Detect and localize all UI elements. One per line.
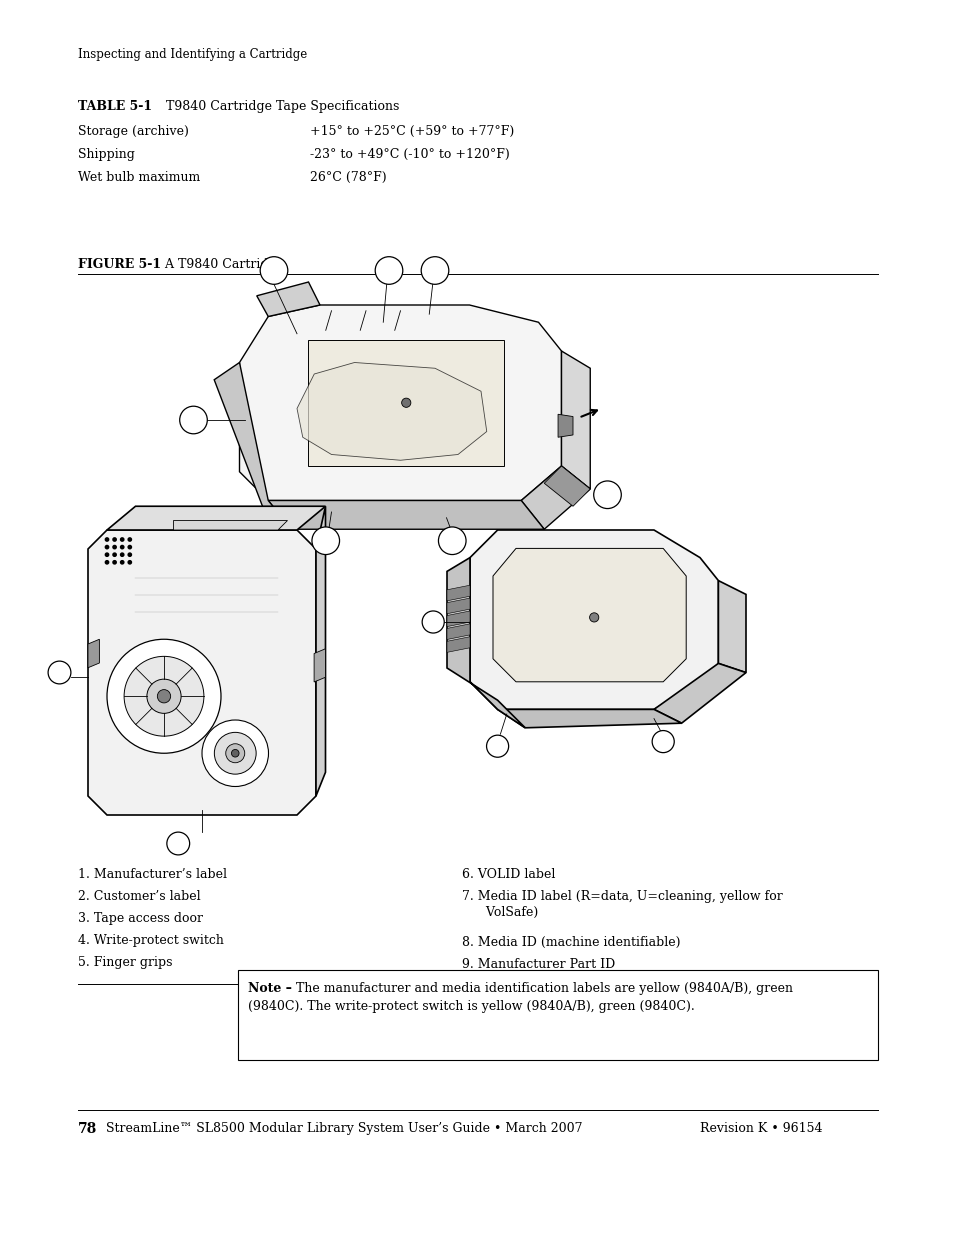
Text: A T9840 Cartridge: A T9840 Cartridge [152, 258, 284, 270]
Text: 8. Media ID (machine identifiable): 8. Media ID (machine identifiable) [461, 936, 679, 948]
Polygon shape [256, 282, 319, 316]
Circle shape [128, 552, 132, 557]
Text: +15° to +25°C (+59° to +77°F): +15° to +25°C (+59° to +77°F) [310, 125, 514, 138]
Circle shape [312, 527, 339, 555]
Polygon shape [268, 500, 543, 530]
Polygon shape [173, 520, 287, 530]
Polygon shape [214, 363, 291, 530]
Circle shape [120, 545, 125, 550]
Polygon shape [447, 624, 470, 640]
Polygon shape [88, 640, 99, 668]
Text: 4. Write-protect switch: 4. Write-protect switch [78, 934, 224, 947]
Text: -23° to +49°C (-10° to +120°F): -23° to +49°C (-10° to +120°F) [310, 148, 509, 161]
Text: The manufacturer and media identification labels are yellow (9840A/B), green: The manufacturer and media identificatio… [292, 982, 792, 995]
Circle shape [112, 545, 117, 550]
Circle shape [105, 552, 110, 557]
Circle shape [112, 559, 117, 564]
Text: 78: 78 [78, 1123, 97, 1136]
Polygon shape [107, 506, 325, 530]
Circle shape [120, 537, 125, 542]
Circle shape [147, 679, 181, 714]
Text: Revision K • 96154: Revision K • 96154 [700, 1123, 821, 1135]
Polygon shape [470, 530, 718, 709]
Circle shape [421, 257, 448, 284]
Polygon shape [447, 598, 470, 614]
Circle shape [124, 656, 204, 736]
Circle shape [589, 613, 598, 622]
Circle shape [486, 735, 508, 757]
Circle shape [112, 552, 117, 557]
Polygon shape [447, 637, 470, 652]
Circle shape [105, 537, 110, 542]
Text: Note –: Note – [248, 982, 292, 995]
Circle shape [120, 552, 125, 557]
Circle shape [652, 731, 674, 752]
Text: 7. Media ID label (R=data, U=cleaning, yellow for: 7. Media ID label (R=data, U=cleaning, y… [461, 890, 781, 903]
Text: 3. Tape access door: 3. Tape access door [78, 911, 203, 925]
Circle shape [202, 720, 268, 787]
Text: Wet bulb maximum: Wet bulb maximum [78, 170, 200, 184]
Text: Storage (archive): Storage (archive) [78, 125, 189, 138]
Circle shape [128, 559, 132, 564]
Text: VolSafe): VolSafe) [474, 906, 537, 919]
Circle shape [167, 832, 190, 855]
Circle shape [105, 559, 110, 564]
Text: 2. Customer’s label: 2. Customer’s label [78, 890, 200, 903]
Text: Inspecting and Identifying a Cartridge: Inspecting and Identifying a Cartridge [78, 48, 307, 61]
Text: Shipping: Shipping [78, 148, 134, 161]
Polygon shape [314, 648, 325, 682]
Text: StreamLine™ SL8500 Modular Library System User’s Guide • March 2007: StreamLine™ SL8500 Modular Library Syste… [106, 1123, 582, 1135]
Polygon shape [447, 557, 525, 727]
Bar [237, 969, 877, 1060]
Circle shape [128, 537, 132, 542]
Text: 1. Manufacturer’s label: 1. Manufacturer’s label [78, 868, 227, 881]
Text: FIGURE 5-1: FIGURE 5-1 [78, 258, 161, 270]
Text: T9840 Cartridge Tape Specifications: T9840 Cartridge Tape Specifications [150, 100, 399, 112]
Circle shape [593, 480, 620, 509]
Text: 9. Manufacturer Part ID: 9. Manufacturer Part ID [461, 958, 615, 971]
Circle shape [226, 743, 245, 763]
Polygon shape [447, 585, 470, 601]
Circle shape [120, 559, 125, 564]
Polygon shape [315, 506, 325, 797]
Text: 26°C (78°F): 26°C (78°F) [310, 170, 386, 184]
Polygon shape [543, 466, 590, 506]
Circle shape [179, 406, 207, 433]
Circle shape [107, 640, 221, 753]
Text: TABLE 5-1: TABLE 5-1 [78, 100, 152, 112]
Circle shape [128, 545, 132, 550]
Polygon shape [654, 663, 745, 724]
Circle shape [112, 537, 117, 542]
Text: (9840C). The write-protect switch is yellow (9840A/B), green (9840C).: (9840C). The write-protect switch is yel… [248, 1000, 694, 1013]
Circle shape [401, 398, 411, 408]
Circle shape [375, 257, 402, 284]
Polygon shape [308, 340, 503, 466]
Circle shape [157, 689, 171, 703]
Polygon shape [520, 466, 590, 530]
Circle shape [232, 750, 239, 757]
Circle shape [105, 545, 110, 550]
Polygon shape [718, 580, 745, 673]
Circle shape [260, 257, 288, 284]
Text: 6. VOLID label: 6. VOLID label [461, 868, 555, 881]
Circle shape [422, 611, 444, 634]
Circle shape [214, 732, 256, 774]
Polygon shape [497, 709, 680, 727]
Polygon shape [493, 548, 685, 682]
Polygon shape [88, 530, 315, 815]
Polygon shape [447, 611, 470, 626]
Polygon shape [558, 414, 573, 437]
Polygon shape [296, 363, 486, 461]
Text: 5. Finger grips: 5. Finger grips [78, 956, 172, 969]
Polygon shape [561, 351, 590, 489]
Polygon shape [239, 305, 561, 500]
Circle shape [48, 661, 71, 684]
Circle shape [438, 527, 466, 555]
